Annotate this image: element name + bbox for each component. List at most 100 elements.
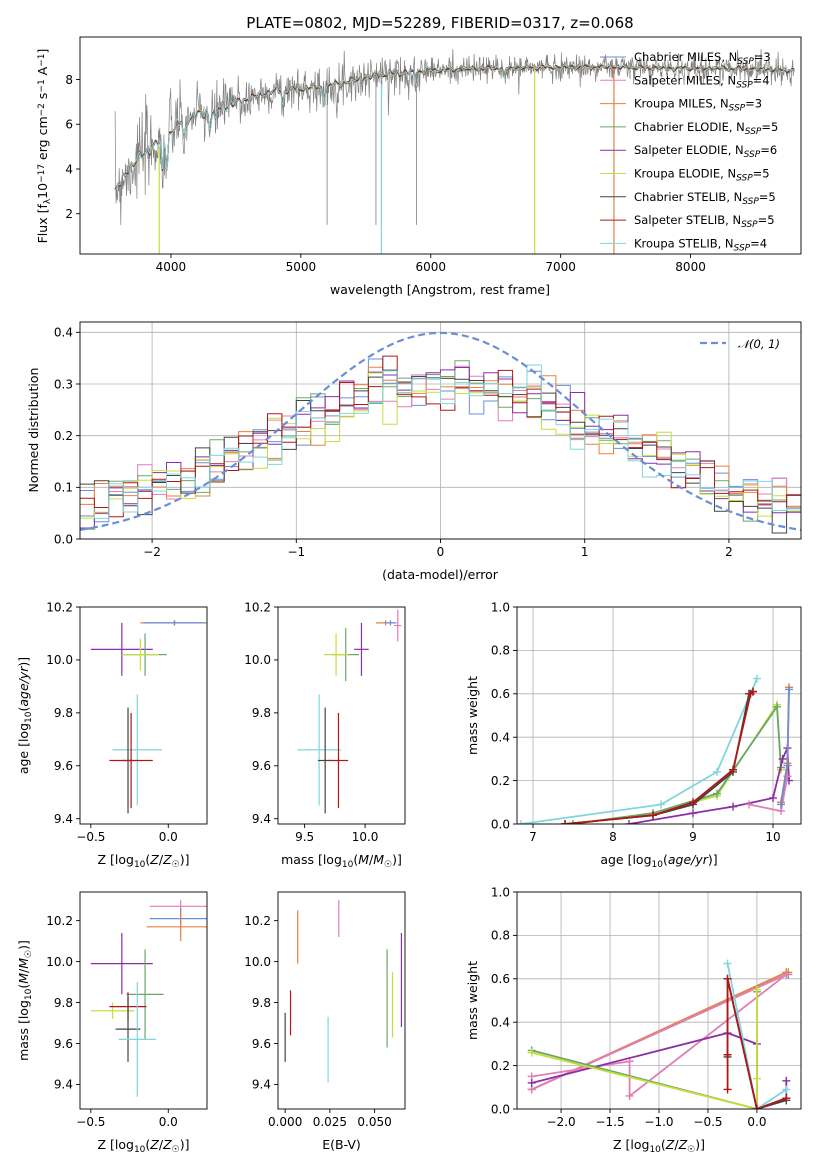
marker-kroupa_stelib — [723, 959, 732, 968]
x-tick-label: 8000 — [675, 260, 706, 274]
legend-label-kroupa_miles: Kroupa MILES, NSSP=3 — [634, 97, 762, 114]
axes-age-Z: −0.5 0.0 9.4 9.6 9.8 10.0 10.2 Z [log10(Z/Z☉)] a… — [16, 600, 208, 870]
y-tick-label: 9.4 — [252, 1078, 271, 1092]
y-tick-label: 0.4 — [491, 1016, 510, 1030]
marker-salpeter_elodie — [778, 754, 787, 763]
marker-salpeter_stelib — [729, 765, 737, 774]
marker-salpeter_stelib — [749, 687, 757, 696]
legend-label-salpeter_stelib: Salpeter STELIB, NSSP=5 — [634, 213, 775, 230]
legend-label-salpeter_elodie: Salpeter ELODIE, NSSP=6 — [634, 143, 777, 160]
x-label-mass-weight-Z: Z [log10(Z/Z☉)] — [613, 1137, 705, 1155]
legend-label-kroupa_elodie: Kroupa ELODIE, NSSP=5 — [634, 167, 770, 184]
y-tick-label: 10.2 — [46, 600, 73, 614]
series-line-kroupa_elodie — [531, 989, 758, 1109]
x-tick-label: 7 — [529, 830, 537, 844]
marker-kroupa_elodie — [752, 985, 761, 994]
marker-chabrier_elodie — [773, 702, 781, 711]
x-tick-label: −2.0 — [546, 1115, 575, 1129]
y-tick-label: 2 — [65, 207, 73, 221]
plot-area — [297, 609, 402, 814]
plot-area — [517, 674, 793, 824]
marker-chabrier_elodie — [569, 820, 577, 824]
marker-salpeter_elodie — [782, 1076, 791, 1085]
axes-frame — [79, 891, 208, 1110]
y-tick-label: 1.0 — [491, 600, 510, 614]
frame: −2.0 −1.5 −1.0 −0.5 0.0 0.0 0.2 0.4 0.6 0.8 1.0 Z [… — [465, 885, 802, 1155]
marker-salpeter_stelib — [723, 1085, 732, 1094]
plot-area — [90, 900, 207, 1097]
x-tick-label: 0.050 — [357, 1115, 391, 1129]
legend-label-kroupa_stelib: Kroupa STELIB, NSSP=4 — [634, 236, 767, 253]
marker-salpeter_miles — [745, 800, 753, 809]
histogram-chabrier_elodie — [80, 360, 801, 530]
y-label-mass-weight-Z: mass weight — [465, 961, 480, 1040]
x-tick-label: 9 — [689, 830, 697, 844]
legend-normal-label: 𝒩(0, 1) — [738, 337, 780, 351]
x-tick-label: 4000 — [156, 260, 187, 274]
x-tick-label: 8 — [609, 830, 617, 844]
figure-title: PLATE=0802, MJD=52289, FIBERID=0317, z=0… — [246, 14, 633, 32]
axes-frame — [516, 606, 802, 825]
y-tick-label: 0.6 — [491, 972, 510, 986]
frame: 9.5 10.0 9.4 9.6 9.8 10.0 10.2 mass [log10(M/M☉… — [244, 600, 406, 870]
y-label-age-Z: age [log10(age/yr)] — [16, 657, 34, 774]
histogram-kroupa_stelib — [80, 364, 801, 519]
y-tick-label: 0.2 — [54, 429, 73, 443]
x-tick-label: 10.0 — [352, 830, 379, 844]
residual-x-label: (data-model)/error — [382, 567, 499, 582]
y-tick-label: 0.2 — [491, 1059, 510, 1073]
y-tick-label: 9.6 — [54, 759, 73, 773]
spectrum-legend: Chabrier MILES, NSSP=3 Salpeter MILES, NS… — [600, 50, 778, 253]
y-tick-label: 9.8 — [252, 706, 271, 720]
y-tick-label: 6 — [65, 118, 73, 132]
y-tick-label: 10.0 — [46, 653, 73, 667]
y-tick-label: 9.8 — [54, 706, 73, 720]
marker-salpeter_stelib — [723, 1050, 732, 1059]
x-tick-label: 0 — [437, 545, 445, 559]
x-label-mass-EBV: E(B-V) — [322, 1137, 361, 1152]
x-tick-label: 5000 — [286, 260, 317, 274]
y-tick-label: 9.6 — [252, 1037, 271, 1051]
axes-frame — [79, 606, 208, 825]
frame: −0.5 0.0 9.4 9.6 9.8 10.0 10.2 Z [log10(Z/Z☉)] m… — [16, 891, 208, 1155]
marker-salpeter_miles — [625, 1091, 634, 1100]
marker-chabrier_miles — [783, 761, 792, 770]
axes-mass-Z: −0.5 0.0 9.4 9.6 9.8 10.0 10.2 Z [log10(Z/Z☉)] m… — [16, 891, 208, 1155]
axes-frame — [79, 36, 802, 255]
y-tick-label: 4 — [65, 162, 73, 176]
plot-area — [284, 900, 403, 1083]
marker-chabrier_miles — [777, 800, 785, 809]
marker-salpeter_elodie — [769, 793, 777, 802]
spectrum-x-label: wavelength [Angstrom, rest frame] — [330, 282, 550, 297]
y-tick-label: 10.2 — [46, 914, 73, 928]
marker-salpeter_stelib — [782, 1094, 791, 1103]
marker-salpeter_elodie — [527, 1078, 536, 1087]
y-tick-label: 8 — [65, 73, 73, 87]
y-tick-label: 0.1 — [54, 481, 73, 495]
axes-mass-EBV: 0.000 0.025 0.050 9.4 9.6 9.8 10.0 10.2 E(B-V) — [244, 891, 406, 1152]
x-tick-label: 0.0 — [159, 830, 178, 844]
y-tick-label: 0.4 — [491, 731, 510, 745]
x-tick-label: 0.000 — [268, 1115, 302, 1129]
y-tick-label: 0.8 — [491, 644, 510, 658]
series-line-kroupa_stelib — [520, 678, 758, 824]
x-tick-label: 10 — [765, 830, 780, 844]
spectrum-y-label: Flux [fλ10−17 erg cm−2 s−1 A−1] — [35, 49, 53, 244]
series-line-chabrier_elodie — [531, 991, 758, 1109]
x-tick-label: −1 — [287, 545, 305, 559]
marker-kroupa_stelib — [753, 674, 761, 683]
x-tick-label: −0.5 — [76, 1115, 105, 1129]
legend-label-salpeter_miles: Salpeter MILES, NSSP=4 — [634, 73, 770, 90]
series-line-kroupa_stelib — [726, 963, 787, 1109]
histogram-salpeter_stelib — [80, 355, 801, 518]
y-label-mass-weight-age: mass weight — [465, 676, 480, 755]
x-label-mass-weight-age: age [log10(age/yr)] — [600, 852, 717, 870]
marker-salpeter_stelib — [561, 820, 569, 824]
marker-salpeter_miles — [782, 970, 791, 979]
x-tick-label: −2 — [143, 545, 161, 559]
series-line-chabrier_elodie — [572, 704, 782, 824]
y-tick-label: 10.0 — [46, 955, 73, 969]
marker-salpeter_elodie — [689, 809, 697, 818]
marker-kroupa_elodie — [752, 1074, 761, 1083]
